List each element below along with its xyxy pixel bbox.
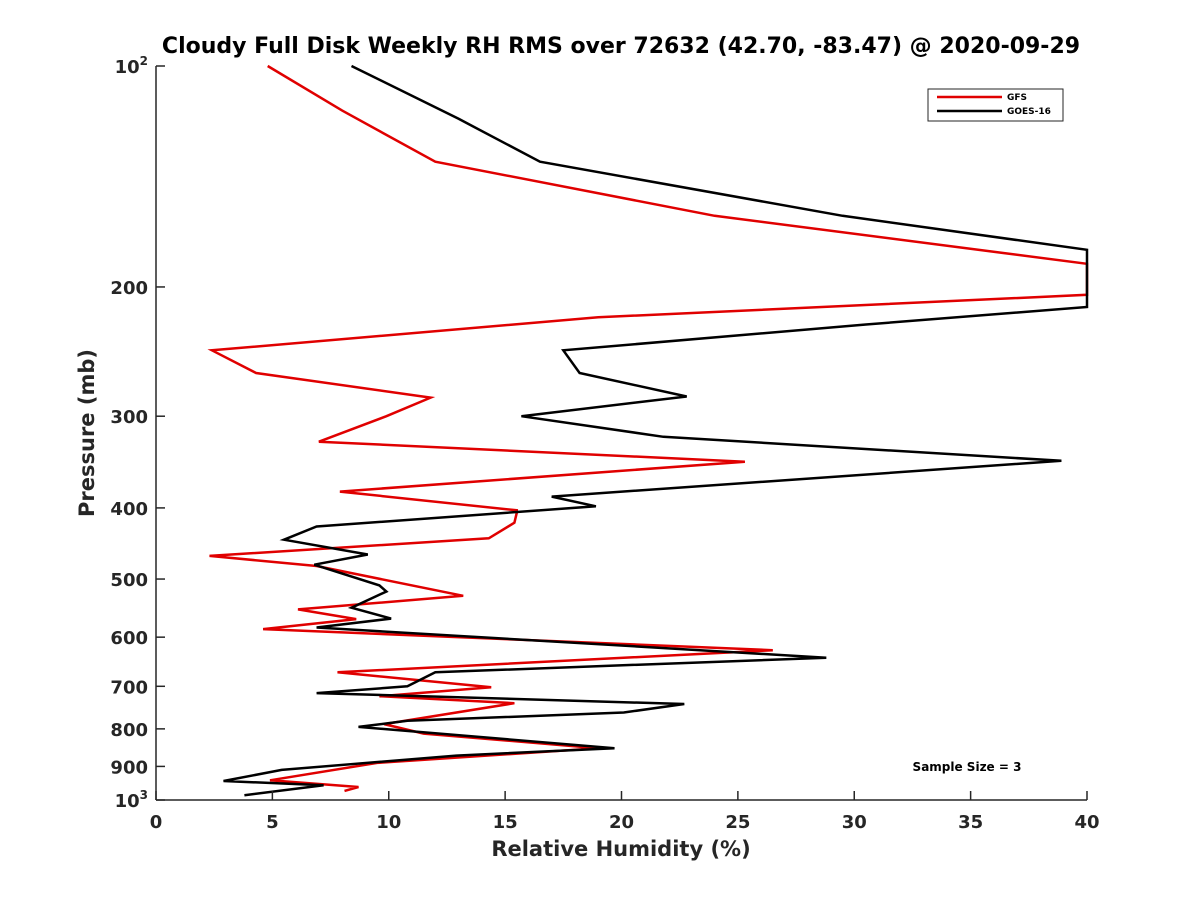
- y-tick-label: 500: [110, 570, 148, 591]
- y-tick-label: 700: [110, 677, 148, 698]
- x-tick-label: 15: [493, 812, 518, 833]
- y-tick-label: 102: [115, 54, 148, 78]
- legend: GFS GOES-16: [927, 88, 1064, 122]
- y-tick-label: 900: [110, 757, 148, 778]
- y-tick-label: 800: [110, 720, 148, 741]
- y-tick-label: 400: [110, 499, 148, 520]
- x-axis-label: Relative Humidity (%): [491, 837, 750, 861]
- legend-box: [927, 88, 1064, 122]
- x-tick-label: 30: [842, 812, 867, 833]
- x-tick-label: 0: [150, 812, 163, 833]
- x-tick-label: 35: [958, 812, 983, 833]
- x-tick-label: 40: [1074, 812, 1099, 833]
- x-tick-label: 25: [725, 812, 750, 833]
- legend-label-gfs: GFS: [1007, 93, 1027, 103]
- plot-area: [207, 64, 1089, 797]
- x-tick-label: 10: [376, 812, 401, 833]
- y-tick-label: 103: [115, 788, 148, 812]
- y-tick-label: 200: [110, 278, 148, 299]
- legend-label-goes16: GOES-16: [1007, 107, 1051, 117]
- series-line-goes16: [223, 64, 1089, 797]
- y-axis-ticks: 102 200 300 400 500 600 700 800 900 103: [110, 54, 165, 812]
- y-tick-label: 300: [110, 407, 148, 428]
- x-tick-label: 5: [266, 812, 279, 833]
- x-tick-label: 20: [609, 812, 634, 833]
- series-line-gfs: [207, 64, 1089, 793]
- y-axis-label: Pressure (mb): [75, 349, 99, 517]
- sample-size-annotation: Sample Size = 3: [913, 760, 1022, 774]
- chart-title: Cloudy Full Disk Weekly RH RMS over 7263…: [162, 34, 1080, 59]
- x-axis-ticks: 0 5 10 15 20 25 30 35 40: [150, 791, 1100, 833]
- y-tick-label: 600: [110, 628, 148, 649]
